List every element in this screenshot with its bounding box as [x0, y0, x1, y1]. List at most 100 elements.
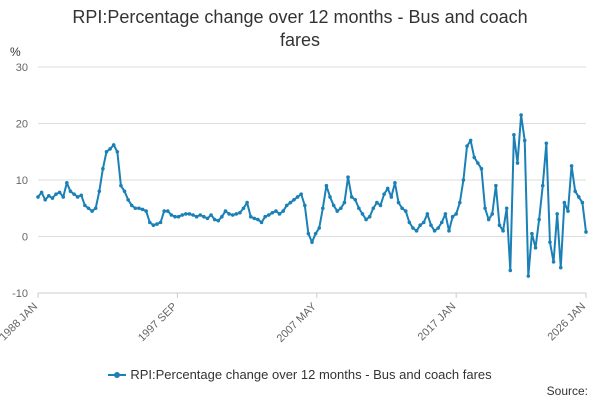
data-point: [137, 206, 141, 211]
data-point: [331, 203, 336, 208]
data-point: [72, 192, 76, 196]
data-point: [104, 149, 109, 154]
y-tick-label: -10: [12, 288, 28, 300]
data-point: [501, 229, 505, 233]
data-point: [382, 192, 386, 196]
data-point: [548, 240, 552, 244]
data-point: [454, 212, 459, 216]
data-point: [385, 186, 390, 191]
data-point: [61, 195, 66, 199]
data-point: [230, 213, 235, 217]
legend: RPI:Percentage change over 12 months - B…: [0, 367, 600, 384]
data-point: [227, 212, 231, 216]
data-point: [245, 200, 249, 205]
data-point: [248, 214, 253, 219]
legend-line-marker-icon: [108, 369, 127, 381]
data-point: [169, 213, 174, 217]
data-point: [476, 161, 480, 165]
y-tick-label: 0: [22, 232, 28, 244]
x-tick-label: 1997 SEP: [136, 301, 180, 345]
data-point: [504, 206, 509, 211]
data-point: [209, 213, 213, 217]
data-point: [234, 212, 239, 216]
data-point: [375, 200, 379, 205]
data-point: [310, 240, 314, 244]
data-point: [151, 223, 156, 227]
data-point: [367, 214, 372, 219]
data-point: [36, 195, 40, 199]
data-point: [360, 212, 365, 216]
data-point: [133, 206, 138, 211]
data-point: [202, 214, 206, 219]
data-point: [263, 214, 267, 219]
data-point: [576, 195, 581, 199]
data-point: [458, 200, 462, 205]
y-axis-unit-label: %: [10, 45, 21, 59]
data-point: [400, 206, 404, 211]
data-point: [75, 195, 80, 199]
data-point: [411, 226, 415, 230]
data-point: [173, 214, 177, 219]
data-point: [306, 231, 311, 236]
data-point: [486, 217, 491, 222]
data-point: [497, 223, 502, 227]
data-point: [68, 189, 73, 194]
data-point: [533, 246, 538, 250]
data-point: [252, 216, 257, 221]
data-point: [162, 209, 166, 213]
data-point: [281, 209, 285, 213]
data-point: [223, 209, 228, 213]
data-point: [256, 217, 260, 222]
data-point: [86, 206, 91, 211]
data-point: [393, 181, 397, 185]
data-point: [79, 193, 84, 198]
data-point: [461, 178, 466, 182]
axes: [37, 292, 587, 298]
data-point: [569, 164, 574, 168]
data-point: [357, 206, 361, 211]
x-tick-label: 2007 MAY: [275, 300, 320, 345]
data-point: [530, 231, 534, 236]
data-point: [378, 203, 383, 208]
data-point: [468, 138, 473, 143]
data-point: [302, 203, 307, 208]
data-point: [465, 144, 469, 148]
data-point: [198, 213, 203, 217]
data-point: [270, 210, 275, 215]
data-point: [288, 200, 293, 205]
data-point: [216, 218, 221, 223]
data-point: [65, 181, 69, 185]
data-point: [90, 209, 94, 213]
data-point: [472, 155, 477, 160]
data-point: [349, 195, 354, 199]
data-point: [407, 220, 412, 225]
data-point: [371, 206, 376, 211]
data-point: [540, 183, 545, 188]
data-point: [119, 183, 123, 188]
data-point: [512, 133, 516, 137]
data-point: [353, 197, 358, 202]
data-point: [158, 220, 163, 225]
data-point: [115, 149, 120, 154]
data-point: [274, 209, 278, 213]
data-point: [508, 268, 513, 273]
data-point: [277, 212, 282, 216]
data-point: [537, 217, 541, 222]
data-point: [321, 206, 325, 211]
legend-item-series[interactable]: RPI:Percentage change over 12 months - B…: [108, 367, 492, 382]
data-point: [155, 222, 159, 226]
data-point: [335, 209, 340, 213]
data-point: [241, 206, 246, 211]
data-point: [522, 138, 527, 143]
x-tick-label: 1988 JAN: [0, 301, 40, 344]
data-point: [515, 161, 520, 165]
data-point: [108, 147, 112, 151]
legend-label: RPI:Percentage change over 12 months - B…: [130, 367, 492, 382]
data-point: [187, 212, 192, 216]
data-point: [490, 212, 495, 216]
data-point: [129, 203, 134, 208]
data-point: [47, 194, 51, 198]
data-point: [414, 229, 419, 233]
data-point: [101, 166, 105, 171]
